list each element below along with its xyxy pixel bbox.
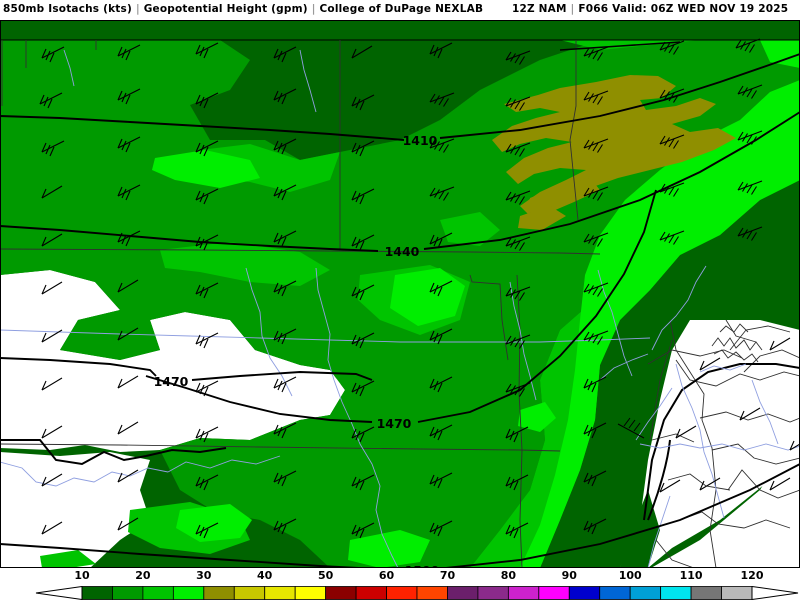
title-separator-2: | <box>311 3 316 15</box>
height-contours <box>0 41 800 568</box>
colorbar-tick-label: 110 <box>679 569 703 582</box>
valid-time-label: F066 Valid: 06Z WED NOV 19 2025 <box>578 3 789 15</box>
colorbar-tick-label: 10 <box>74 569 90 582</box>
colorbar-tick-label: 100 <box>618 569 642 582</box>
colorbar-segment <box>294 586 327 600</box>
title-left-group: 850mb Isotachs (kts) | Geopotential Heig… <box>3 3 483 15</box>
colorbar-bar[interactable] <box>0 585 800 601</box>
colorbar-segment <box>233 586 266 600</box>
map-canvas[interactable]: 1410 1440 1470 1470 1500 <box>0 20 800 568</box>
title-separator-1: | <box>135 3 140 15</box>
wind-barbs <box>39 38 800 539</box>
colorbar-segment <box>721 586 753 600</box>
colorbar-segment <box>660 586 692 600</box>
colorbar[interactable]: 10 20 30 40 50 60 70 80 90 100 110 120 <box>0 568 800 601</box>
colorbar-segment <box>507 586 540 600</box>
colorbar-tick-label: 120 <box>740 569 764 582</box>
colorbar-segment <box>629 586 662 600</box>
colorbar-segment <box>386 586 418 600</box>
colorbar-tick-labels: 10 20 30 40 50 60 70 80 90 100 110 120 <box>0 568 800 584</box>
colorbar-segment <box>599 586 631 600</box>
colorbar-segment <box>203 586 235 600</box>
colorbar-tick-label: 70 <box>439 569 456 582</box>
colorbar-max-arrow <box>751 585 799 601</box>
title-right-group: 12Z NAM | F066 Valid: 06Z WED NOV 19 202… <box>512 3 788 15</box>
field-label: 850mb Isotachs (kts) <box>3 3 132 15</box>
contour-label: 1470 <box>154 374 189 389</box>
title-bar: 850mb Isotachs (kts) | Geopotential Heig… <box>0 0 800 20</box>
colorbar-segment <box>112 586 144 600</box>
contour-label: 1410 <box>403 133 438 148</box>
colorbar-segment <box>690 586 722 600</box>
political-borders <box>0 39 800 568</box>
colorbar-segment <box>325 586 357 600</box>
colorbar-tick-label: 50 <box>317 569 334 582</box>
map-svg: 1410 1440 1470 1470 1500 <box>0 20 800 568</box>
state-boundary-heavy <box>0 363 800 521</box>
colorbar-segment <box>447 586 479 600</box>
colorbar-tick-label: 40 <box>257 569 273 582</box>
colorbar-segment <box>264 586 296 600</box>
colorbar-tick-label: 20 <box>135 569 151 582</box>
colorbar-min-arrow <box>35 585 83 601</box>
colorbar-segment <box>172 586 205 600</box>
colorbar-segment <box>142 586 174 600</box>
colorbar-tick-label: 80 <box>500 569 517 582</box>
colorbar-segment <box>355 586 387 600</box>
contour-label: 1500 <box>405 563 440 568</box>
contour-label: 1470 <box>377 416 412 431</box>
colorbar-tick-label: 30 <box>196 569 212 582</box>
model-run-label: 12Z NAM <box>512 3 567 15</box>
isotach-shading <box>0 20 800 568</box>
colorbar-tick-label: 90 <box>561 569 577 582</box>
title-separator-3: | <box>570 3 575 15</box>
colorbar-segment <box>477 586 509 600</box>
colorbar-segment <box>81 586 113 600</box>
secondary-field-label: Geopotential Height (gpm) <box>143 3 308 15</box>
colorbar-segment <box>538 586 570 600</box>
contour-label: 1440 <box>385 244 420 259</box>
contour-label-group: 1410 1440 1470 1470 1500 <box>154 133 440 568</box>
colorbar-segment <box>568 586 601 600</box>
colorbar-segment <box>416 586 448 600</box>
colorbar-tick-label: 60 <box>378 569 395 582</box>
colorbar-svg <box>35 585 799 601</box>
source-label: College of DuPage NEXLAB <box>319 3 484 15</box>
